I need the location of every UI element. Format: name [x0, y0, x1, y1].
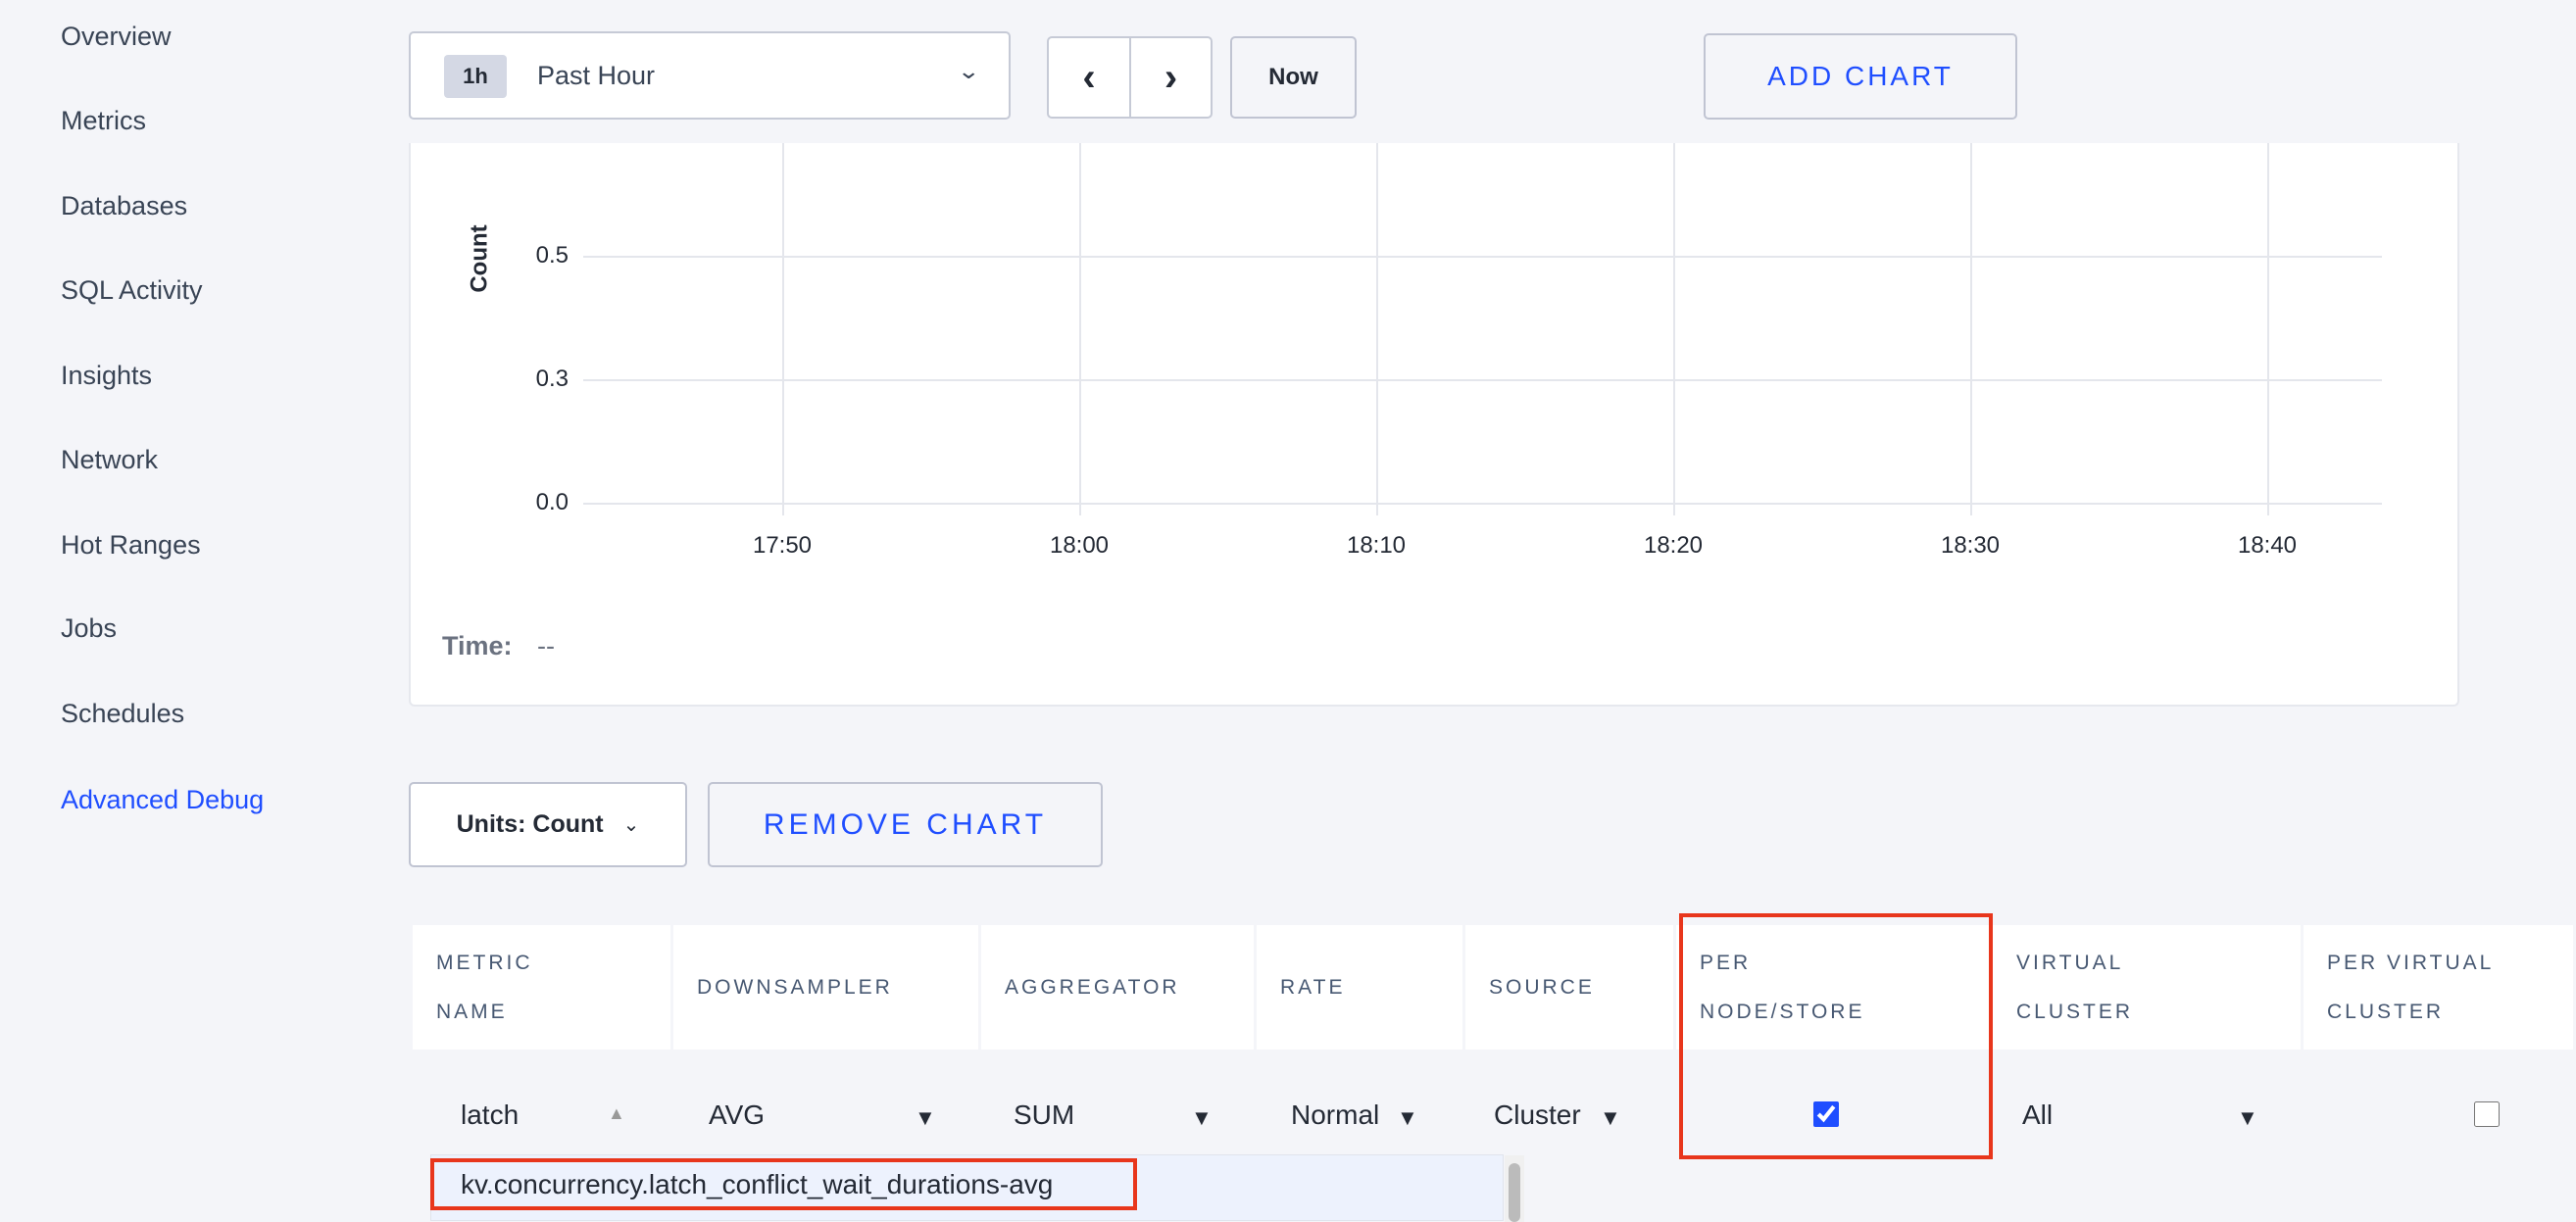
caret-down-icon: ▼ — [1600, 1105, 1621, 1130]
add-chart-button[interactable]: ADD CHART — [1704, 33, 2017, 120]
caret-down-icon: ▼ — [1397, 1105, 1418, 1130]
sidebar-item-insights[interactable]: Insights — [61, 361, 153, 390]
column-header: PER VIRTUAL CLUSTER — [2304, 925, 2573, 1050]
gridline-vertical — [2267, 143, 2269, 515]
y-tick-label: 0.3 — [535, 366, 569, 392]
x-tick-label: 18:40 — [2237, 532, 2298, 559]
metric-name-input[interactable]: latch ▲ — [461, 1100, 625, 1130]
column-header: METRIC NAME — [413, 925, 670, 1050]
x-tick-label: 17:50 — [752, 532, 813, 559]
caret-down-icon: ▼ — [2237, 1105, 2258, 1130]
time-range-dropdown[interactable]: 1h Past Hour ⌄ — [409, 31, 1011, 120]
virtual-cluster-select[interactable]: All — [2022, 1100, 2054, 1130]
units-label: Units: Count — [456, 810, 604, 838]
source-select[interactable]: Cluster — [1494, 1100, 1581, 1130]
x-tick-label: 18:00 — [1049, 532, 1110, 559]
sidebar-item-hot-ranges[interactable]: Hot Ranges — [61, 530, 201, 560]
chevron-down-icon: ⌄ — [622, 814, 640, 836]
sidebar-item-jobs[interactable]: Jobs — [61, 613, 118, 643]
time-readout-label: Time: — [442, 631, 513, 660]
sidebar-item-sql-activity[interactable]: SQL Activity — [61, 275, 203, 305]
scrollbar[interactable] — [1505, 1155, 1524, 1222]
column-header: SOURCE — [1465, 925, 1673, 1050]
per-node-checkbox[interactable] — [1813, 1101, 1839, 1127]
rate-select[interactable]: Normal — [1291, 1100, 1380, 1130]
sidebar-item-metrics[interactable]: Metrics — [61, 106, 146, 135]
now-button[interactable]: Now — [1230, 36, 1357, 119]
gridline-vertical — [1970, 143, 1972, 515]
time-readout-value: -- — [537, 631, 555, 660]
x-tick-label: 18:20 — [1643, 532, 1704, 559]
remove-chart-button[interactable]: REMOVE CHART — [708, 782, 1103, 867]
sidebar-item-overview[interactable]: Overview — [61, 22, 172, 51]
autocomplete-dropdown: kv.concurrency.latch_conflict_wait_durat… — [430, 1154, 1524, 1222]
column-header: RATE — [1257, 925, 1462, 1050]
x-tick-label: 18:10 — [1346, 532, 1407, 559]
sidebar-item-databases[interactable]: Databases — [61, 191, 188, 220]
column-header: DOWNSAMPLER — [673, 925, 978, 1050]
units-dropdown[interactable]: Units: Count ⌄ — [409, 782, 687, 867]
gridline-vertical — [782, 143, 784, 515]
sidebar-item-schedules[interactable]: Schedules — [61, 699, 185, 728]
chevron-right-icon[interactable]: › — [1164, 55, 1178, 99]
gridline-horizontal — [583, 379, 2382, 381]
caret-down-icon: ▼ — [1191, 1105, 1213, 1130]
column-header: VIRTUAL CLUSTER — [1993, 925, 2301, 1050]
caret-down-icon: ▼ — [915, 1105, 936, 1130]
column-header: AGGREGATOR — [981, 925, 1254, 1050]
sidebar-item-network[interactable]: Network — [61, 445, 159, 474]
gridline-vertical — [1079, 143, 1081, 515]
highlight-box-metric — [430, 1158, 1137, 1210]
chevron-left-icon[interactable]: ‹ — [1049, 38, 1131, 117]
gridline-vertical — [1376, 143, 1378, 515]
time-badge: 1h — [444, 55, 507, 98]
per-virtual-cluster-checkbox[interactable] — [2474, 1101, 2500, 1127]
gridline-vertical — [1673, 143, 1675, 515]
gridline-horizontal — [583, 503, 2382, 505]
y-tick-label: 0.0 — [535, 489, 569, 515]
time-nav-group: ‹ › — [1047, 36, 1213, 119]
chart-card — [409, 143, 2459, 707]
time-label: Past Hour — [537, 61, 656, 90]
aggregator-select[interactable]: SUM — [1014, 1100, 1075, 1130]
autocomplete-option[interactable]: kv.concurrency.latch_conflict_wait_durat… — [461, 1169, 1054, 1199]
column-header: PER NODE/STORE — [1676, 925, 1990, 1050]
caret-up-icon: ▲ — [608, 1103, 625, 1123]
y-axis-label: Count — [466, 224, 493, 293]
gridline-horizontal — [583, 256, 2382, 258]
y-tick-label: 0.5 — [535, 242, 569, 269]
chevron-down-icon: ⌄ — [957, 59, 981, 83]
sidebar-item-advanced-debug[interactable]: Advanced Debug — [61, 785, 265, 814]
downsampler-select[interactable]: AVG — [709, 1100, 766, 1130]
x-tick-label: 18:30 — [1940, 532, 2001, 559]
highlight-box-per-node — [1679, 913, 1993, 1159]
